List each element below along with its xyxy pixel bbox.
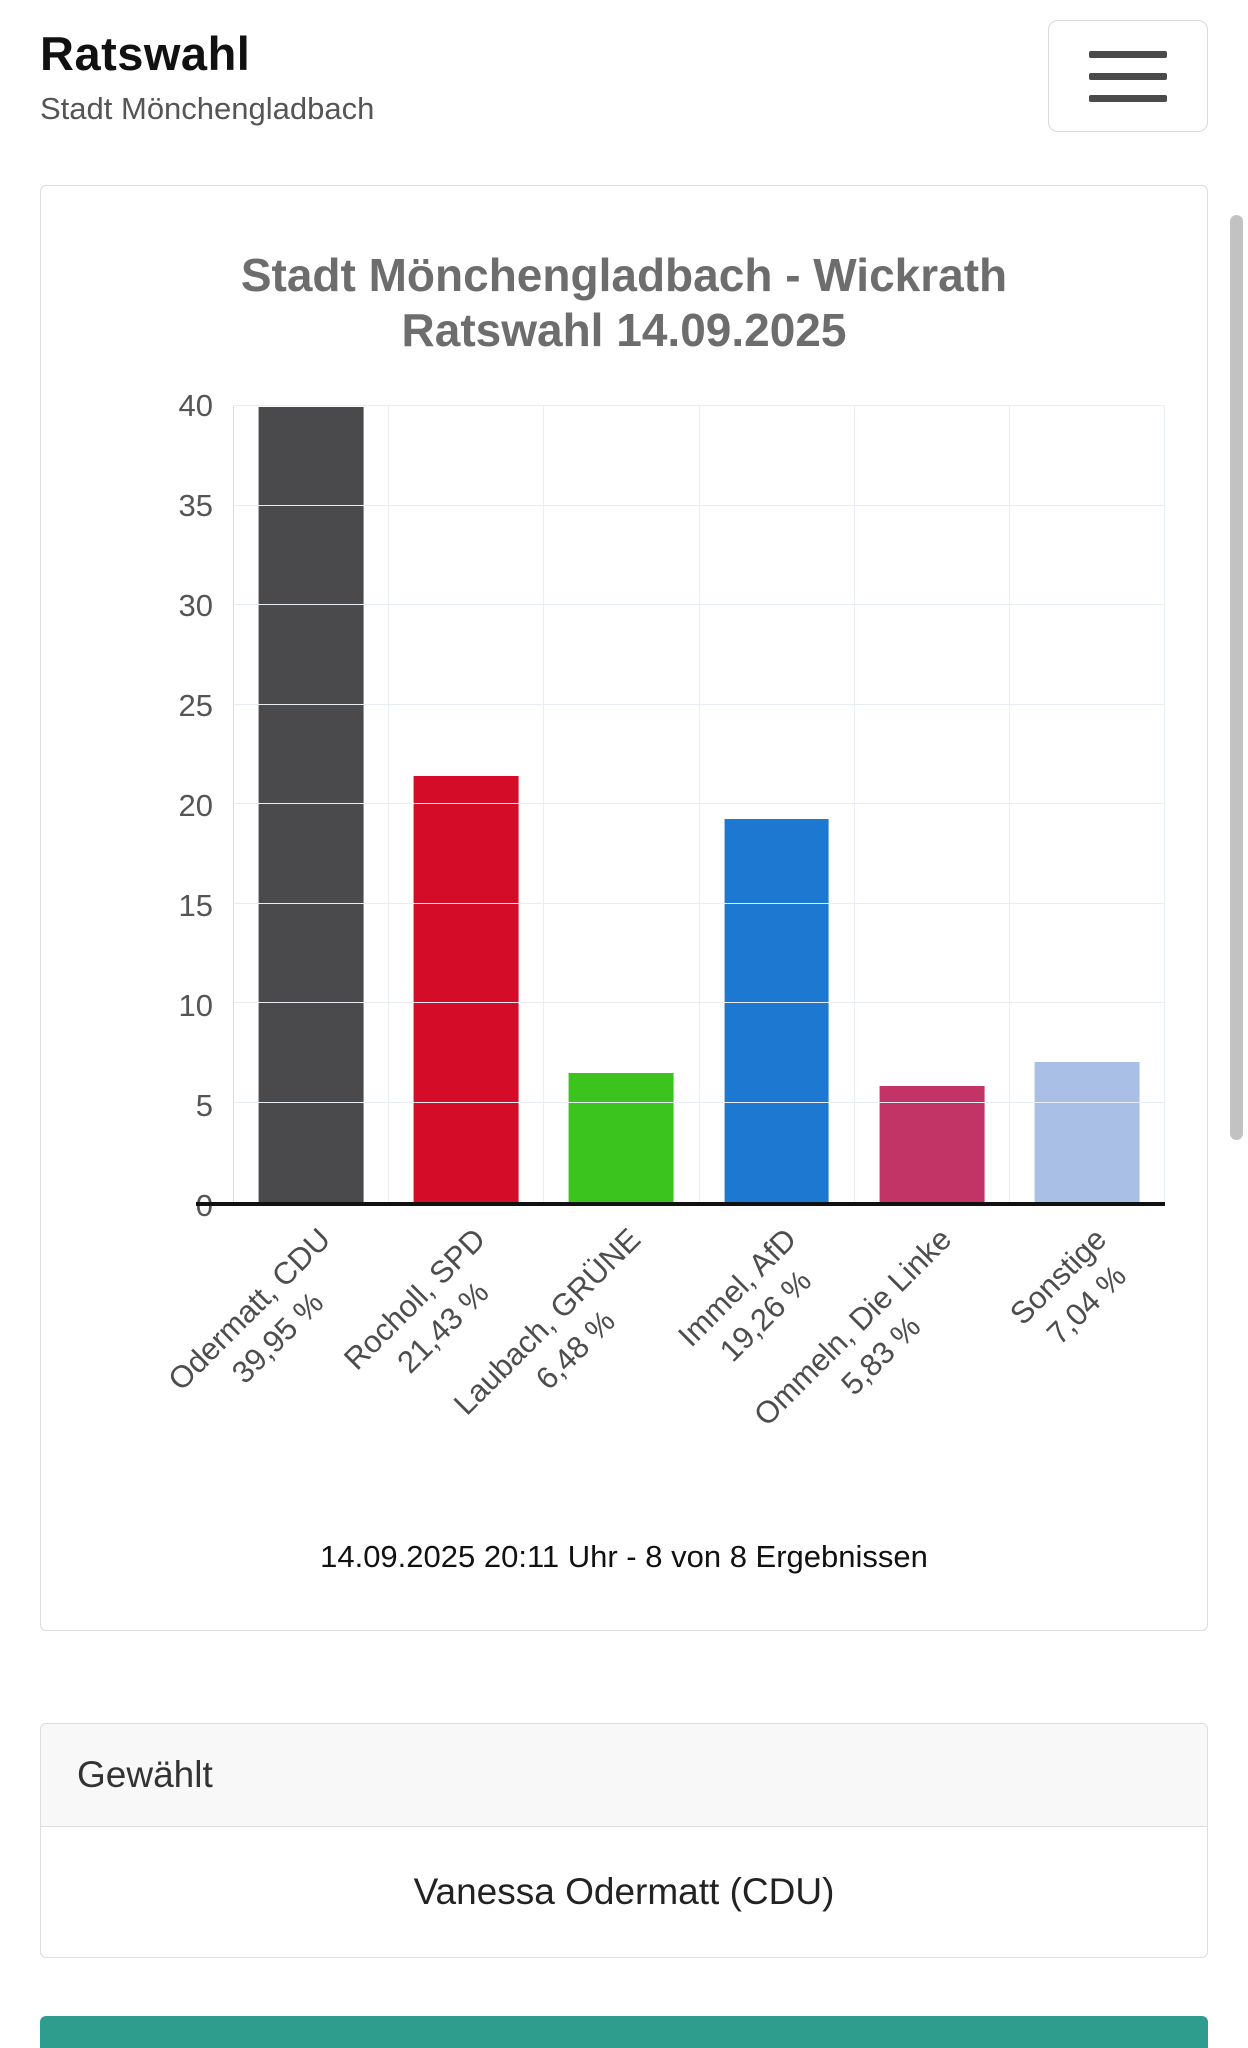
y-tick-label: 40 bbox=[178, 388, 213, 424]
y-tick-label: 35 bbox=[178, 488, 213, 524]
chart-card: Stadt Mönchengladbach - Wickrath Ratswah… bbox=[40, 185, 1208, 1632]
chart-column bbox=[389, 406, 545, 1203]
plot-area bbox=[196, 405, 1166, 1207]
gridline bbox=[234, 504, 1165, 506]
app-header: Ratswahl Stadt Mönchengladbach bbox=[0, 0, 1248, 157]
chart-caption: 14.09.2025 20:11 Uhr - 8 von 8 Ergebniss… bbox=[320, 1539, 928, 1575]
y-tick-label: 0 bbox=[195, 1188, 213, 1224]
y-tick-label: 5 bbox=[195, 1088, 213, 1124]
chart-bar bbox=[569, 1073, 674, 1203]
chart-title-line1: Stadt Mönchengladbach - Wickrath bbox=[240, 249, 1008, 301]
elected-card: Gewählt Vanessa Odermatt (CDU) bbox=[40, 1723, 1208, 1959]
gridline bbox=[234, 902, 1165, 904]
x-axis-labels: Odermatt, CDU 39,95 % Rocholl, SPD 21,43 % L… bbox=[161, 1206, 1165, 1501]
gridline bbox=[234, 1002, 1165, 1004]
chart-column bbox=[700, 406, 855, 1203]
x-tick-label: Sonstige 7,04 % bbox=[1002, 1220, 1143, 1361]
menu-button[interactable] bbox=[1048, 20, 1208, 132]
gridline bbox=[234, 1101, 1165, 1103]
gridline bbox=[234, 405, 1165, 407]
chart-column bbox=[544, 406, 700, 1203]
x-tick-label: Odermatt, CDU 39,95 % bbox=[160, 1220, 367, 1427]
chart-title-line2: Ratswahl 14.09.2025 bbox=[401, 304, 847, 357]
elected-card-header: Gewählt bbox=[41, 1724, 1207, 1828]
elected-name: Vanessa Odermatt (CDU) bbox=[413, 1871, 835, 1913]
chart-column bbox=[855, 406, 1010, 1203]
gridline bbox=[234, 803, 1165, 805]
chart-bar bbox=[258, 407, 364, 1203]
chart-bar bbox=[724, 819, 830, 1203]
plot-columns bbox=[234, 406, 1166, 1203]
y-axis: 0 5 10 15 20 25 30 35 40 bbox=[83, 388, 233, 1223]
y-tick-label: 25 bbox=[178, 688, 213, 724]
page-subtitle: Stadt Mönchengladbach bbox=[40, 91, 375, 126]
page-title: Ratswahl bbox=[40, 27, 251, 80]
y-tick-label: 15 bbox=[178, 888, 213, 924]
footer-strip bbox=[40, 2016, 1208, 2048]
gridline bbox=[234, 703, 1165, 705]
chart-column bbox=[234, 406, 390, 1203]
chart-bar bbox=[413, 775, 519, 1203]
scrollbar[interactable] bbox=[1230, 215, 1243, 1140]
chart-bar bbox=[879, 1086, 985, 1203]
gridline bbox=[234, 604, 1165, 606]
y-tick-label: 20 bbox=[178, 788, 213, 824]
chart-bar bbox=[1034, 1062, 1140, 1203]
bar-chart: 0 5 10 15 20 25 30 35 40 bbox=[83, 388, 1166, 1223]
y-tick-label: 10 bbox=[178, 988, 213, 1024]
chart-column bbox=[1010, 406, 1166, 1203]
hamburger-icon bbox=[1089, 50, 1167, 102]
chart-title: Stadt Mönchengladbach - Wickrath Ratswah… bbox=[83, 248, 1165, 358]
y-tick-label: 30 bbox=[178, 588, 213, 624]
